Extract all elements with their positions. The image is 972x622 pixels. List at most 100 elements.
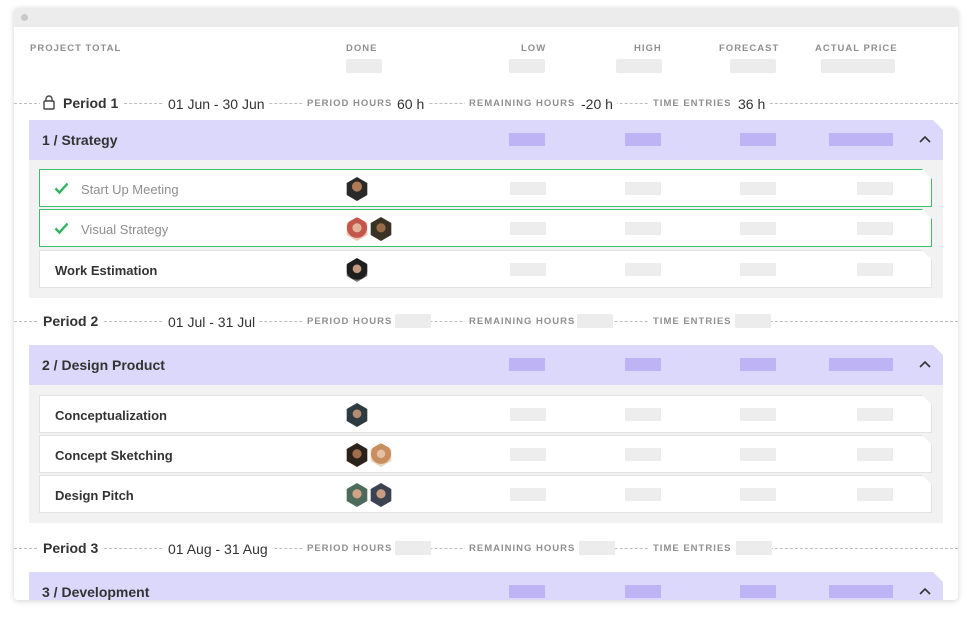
low-value [510, 263, 546, 276]
task-group: 2 / Design Product Conceptualization Con… [29, 345, 943, 523]
header-corner [933, 120, 943, 130]
chevron-up-icon[interactable] [919, 134, 931, 146]
period-hours-label: PERIOD HOURS [303, 98, 397, 109]
forecast-value [740, 222, 776, 235]
group-title: 3 / Development [42, 584, 150, 600]
row-corner [922, 169, 932, 179]
window-dot[interactable] [21, 14, 28, 21]
task-name: Concept Sketching [55, 448, 173, 463]
row-corner [922, 209, 932, 219]
row-corner [922, 395, 932, 405]
chevron-up-icon[interactable] [919, 586, 931, 598]
actual-price-value [857, 488, 893, 501]
period-hours-value [395, 314, 431, 328]
avatar[interactable] [346, 177, 368, 201]
avatar[interactable] [346, 483, 368, 507]
group-high-value [625, 585, 661, 598]
avatar[interactable] [370, 443, 392, 467]
high-value [625, 488, 661, 501]
lock-icon[interactable] [40, 94, 58, 112]
task-row[interactable]: Concept Sketching [39, 435, 932, 473]
forecast-value [740, 488, 776, 501]
group-header[interactable]: 1 / Strategy [29, 120, 943, 160]
avatar[interactable] [370, 217, 392, 241]
remaining-hours-label: REMAINING HOURS [465, 98, 580, 109]
high-value [625, 408, 661, 421]
row-corner [922, 435, 932, 445]
group-actual-price-value [829, 585, 893, 598]
high-value [625, 222, 661, 235]
project-total-label: PROJECT TOTAL [30, 43, 122, 54]
period-row: Period 1 01 Jun - 30 Jun PERIOD HOURS 60… [14, 91, 958, 115]
group-header[interactable]: 2 / Design Product [29, 345, 943, 385]
period-hours-label: PERIOD HOURS [303, 316, 397, 327]
period-hours-value: 60 h [393, 96, 429, 112]
low-value [510, 448, 546, 461]
task-name: Conceptualization [55, 408, 167, 423]
actual-price-value [857, 448, 893, 461]
low-value [510, 222, 546, 235]
done-label: DONE [346, 43, 378, 54]
task-row[interactable]: Work Estimation [39, 250, 932, 288]
avatar[interactable] [370, 483, 392, 507]
task-name: Visual Strategy [81, 222, 169, 237]
group-low-value [509, 358, 545, 371]
period-row: Period 2 01 Jul - 31 Jul PERIOD HOURS RE… [14, 309, 958, 333]
actual-price-value [857, 408, 893, 421]
remaining-hours-label: REMAINING HOURS [465, 316, 580, 327]
group-low-value [509, 585, 545, 598]
row-corner [922, 475, 932, 485]
low-value [510, 488, 546, 501]
task-group: 3 / Development [29, 572, 943, 600]
low-total-value [509, 59, 545, 73]
period-row: Period 3 01 Aug - 31 Aug PERIOD HOURS RE… [14, 536, 958, 560]
period-hours-label: PERIOD HOURS [303, 543, 397, 554]
task-row[interactable]: Design Pitch [39, 475, 932, 513]
period-hours-value [395, 541, 431, 555]
actual-price-value [857, 263, 893, 276]
remaining-hours-value: -20 h [577, 96, 617, 112]
group-header[interactable]: 3 / Development [29, 572, 943, 600]
avatar[interactable] [346, 217, 368, 241]
title-bar [14, 8, 958, 27]
period-dates: 01 Aug - 31 Aug [164, 541, 272, 557]
group-actual-price-value [829, 133, 893, 146]
task-name: Design Pitch [55, 488, 134, 503]
task-row[interactable]: Conceptualization [39, 395, 932, 433]
group-high-value [625, 133, 661, 146]
avatar[interactable] [346, 403, 368, 427]
forecast-total-value [730, 59, 776, 73]
remaining-hours-label: REMAINING HOURS [465, 543, 580, 554]
high-label: HIGH [634, 43, 662, 54]
forecast-value [740, 448, 776, 461]
forecast-label: FORECAST [719, 43, 780, 54]
period-label: Period 1 [59, 95, 123, 111]
group-forecast-value [740, 133, 776, 146]
high-value [625, 182, 661, 195]
high-value [625, 448, 661, 461]
check-icon[interactable] [54, 181, 69, 195]
forecast-value [740, 182, 776, 195]
row-corner [922, 250, 932, 260]
task-row[interactable]: Visual Strategy [39, 209, 932, 247]
header-corner [933, 345, 943, 355]
time-entries-value [736, 541, 772, 555]
period-dates: 01 Jul - 31 Jul [164, 314, 260, 330]
task-group: 1 / Strategy Start Up Meeting Visual Str… [29, 120, 943, 298]
group-low-value [509, 133, 545, 146]
forecast-value [740, 263, 776, 276]
task-row[interactable]: Start Up Meeting [39, 169, 932, 207]
remaining-hours-value [577, 314, 613, 328]
forecast-value [740, 408, 776, 421]
chevron-up-icon[interactable] [919, 359, 931, 371]
period-label: Period 3 [39, 540, 103, 556]
avatar[interactable] [346, 258, 368, 282]
time-entries-label: TIME ENTRIES [649, 316, 736, 327]
header-corner [933, 572, 943, 582]
project-totals-header: PROJECT TOTAL DONE LOW HIGH FORECAST ACT… [14, 27, 958, 89]
app-window: PROJECT TOTAL DONE LOW HIGH FORECAST ACT… [14, 8, 958, 600]
actual-price-value [857, 222, 893, 235]
group-high-value [625, 358, 661, 371]
check-icon[interactable] [54, 221, 69, 235]
avatar[interactable] [346, 443, 368, 467]
